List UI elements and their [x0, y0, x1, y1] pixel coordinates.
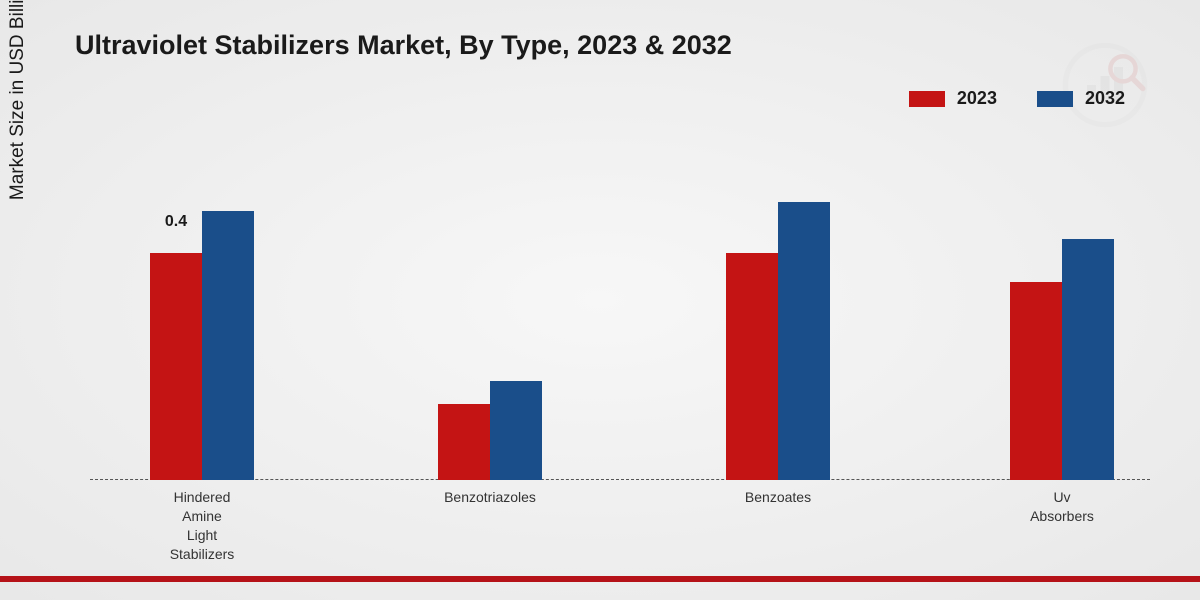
legend: 2023 2032: [909, 88, 1125, 109]
bar-group: [718, 140, 838, 480]
category-label: Uv Absorbers: [1030, 488, 1094, 526]
legend-item-2032: 2032: [1037, 88, 1125, 109]
bar-2032: [490, 381, 542, 480]
chart-title: Ultraviolet Stabilizers Market, By Type,…: [75, 30, 732, 61]
legend-swatch-2023: [909, 91, 945, 107]
legend-swatch-2032: [1037, 91, 1073, 107]
bar-2023: [1010, 282, 1062, 480]
bar-group: [430, 140, 550, 480]
bar-2023: [438, 404, 490, 481]
bar-group: [1002, 140, 1122, 480]
bar-2032: [778, 202, 830, 480]
brand-watermark: [1060, 40, 1150, 130]
bar-2023: [150, 253, 202, 480]
bar-value-label: 0.4: [165, 213, 187, 231]
bar-group: 0.4: [142, 140, 262, 480]
bar-2023: [726, 253, 778, 480]
category-label: Benzotriazoles: [444, 488, 536, 507]
footer-accent-bar: [0, 576, 1200, 582]
legend-label-2023: 2023: [957, 88, 997, 109]
category-label: Hindered Amine Light Stabilizers: [170, 488, 235, 564]
plot-area: 0.4 Hindered Amine Light StabilizersBenz…: [90, 140, 1150, 480]
y-axis-label: Market Size in USD Billion: [7, 0, 29, 200]
legend-item-2023: 2023: [909, 88, 997, 109]
bar-2032: [202, 211, 254, 480]
category-label: Benzoates: [745, 488, 811, 507]
bar-2032: [1062, 239, 1114, 480]
legend-label-2032: 2032: [1085, 88, 1125, 109]
